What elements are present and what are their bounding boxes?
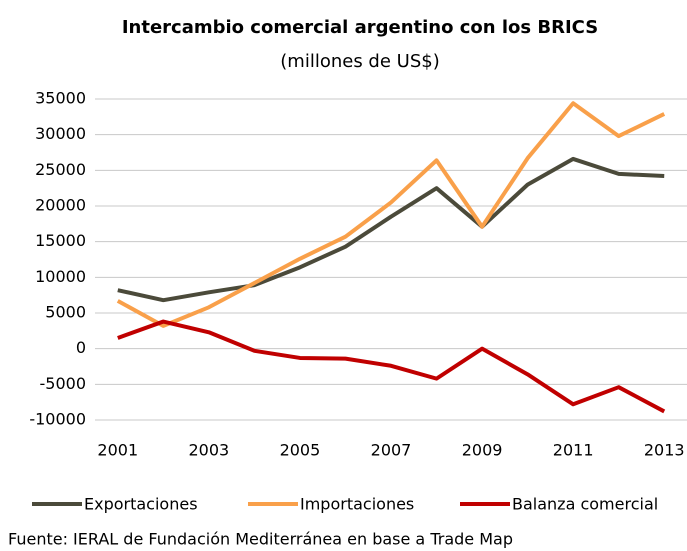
- y-tick-label: -5000: [40, 374, 87, 393]
- y-tick-label: 30000: [35, 124, 86, 143]
- x-tick-label: 2013: [644, 441, 685, 460]
- series-line: [117, 319, 666, 414]
- series-line: [117, 156, 665, 303]
- legend-label: Exportaciones: [84, 495, 198, 514]
- y-tick-label: 10000: [35, 267, 86, 286]
- x-tick-label: 2011: [553, 441, 594, 460]
- chart-subtitle: (millones de US$): [280, 51, 439, 72]
- y-tick-label: 15000: [35, 231, 86, 250]
- source-note: Fuente: IERAL de Fundación Mediterránea …: [8, 530, 513, 549]
- chart-title: Intercambio comercial argentino con los …: [122, 17, 598, 38]
- y-tick-label: 5000: [45, 303, 86, 322]
- legend-label: Importaciones: [300, 495, 414, 514]
- legend-label: Balanza comercial: [512, 495, 658, 514]
- x-tick-label: 2005: [280, 441, 321, 460]
- x-tick-label: 2009: [462, 441, 503, 460]
- y-tick-label: 35000: [35, 89, 86, 108]
- y-tick-label: 25000: [35, 160, 86, 179]
- x-tick-label: 2003: [188, 441, 229, 460]
- x-tick-label: 2007: [371, 441, 412, 460]
- y-tick-label: -10000: [29, 410, 86, 429]
- series-line: [116, 101, 666, 328]
- y-tick-label: 0: [76, 338, 86, 357]
- x-tick-label: 2001: [97, 441, 138, 460]
- y-tick-label: 20000: [35, 196, 86, 215]
